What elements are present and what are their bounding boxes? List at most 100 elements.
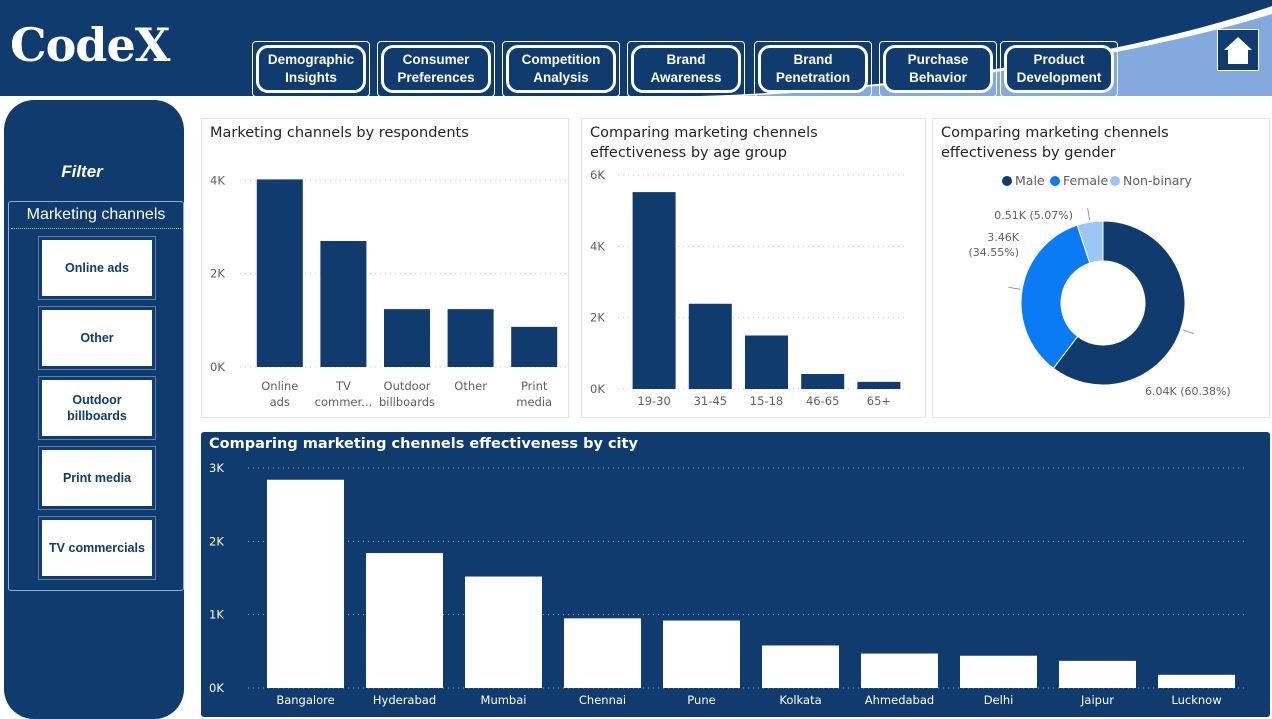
y-tick-label: 4K [210, 173, 225, 187]
nav-label: Brand Awareness [631, 45, 741, 93]
data-label: 0.51K (5.07%) [994, 209, 1073, 222]
nav-competition-analysis[interactable]: Competition Analysis [502, 41, 620, 96]
legend-marker [1002, 176, 1012, 186]
bar[interactable] [564, 618, 641, 688]
chart-title: Marketing channels by respondents [210, 123, 469, 143]
y-tick-label: 0K [209, 681, 224, 695]
bar[interactable] [762, 645, 839, 688]
x-tick-label: 65+ [867, 394, 891, 408]
x-tick-label: 31-45 [694, 394, 727, 408]
legend-label[interactable]: Female [1063, 173, 1109, 188]
slicer-item-label: Outdoor billboards [42, 380, 152, 436]
nav-consumer-preferences[interactable]: Consumer Preferences [377, 41, 495, 96]
slicer-item-label: Online ads [42, 240, 152, 296]
gender-donut-chart: Male Female Non-binary 6.04K (60.38%) 3.46K(… [933, 119, 1271, 419]
bar[interactable] [366, 553, 443, 688]
x-tick-label: 15-18 [750, 394, 783, 408]
chart-title: Comparing marketing chennels effectivene… [941, 123, 1169, 163]
slicer-item-tv-commercials[interactable]: TV commercials [38, 516, 156, 580]
nav-label: Product Development [1004, 45, 1114, 93]
slicer-item-outdoor-billboards[interactable]: Outdoor billboards [38, 376, 156, 440]
slicer-item-other[interactable]: Other [38, 306, 156, 370]
x-tick-label: Ahmedabad [865, 693, 934, 707]
header-bar: CodeX Demographic Insights Consumer Pref… [0, 0, 1272, 96]
x-tick-label: Delhi [984, 693, 1014, 707]
x-tick-label: Mumbai [481, 693, 527, 707]
nav-label: Demographic Insights [256, 45, 366, 93]
bar[interactable] [267, 480, 344, 688]
gender-chart-panel: Male Female Non-binary 6.04K (60.38%) 3.46K(… [932, 118, 1270, 418]
bar[interactable] [320, 241, 366, 367]
y-tick-label: 2K [590, 311, 605, 325]
city-chart-panel: 0K 1K 2K 3K Bangalore Hyderabad Mumbai Chennai P… [201, 432, 1270, 717]
age-chart-panel: 0K 2K 4K 6K 19-30 31-45 15-18 46-65 65+ Comparin… [581, 118, 926, 418]
nav-product-development[interactable]: Product Development [1000, 41, 1118, 96]
bar[interactable] [960, 656, 1037, 688]
legend-label[interactable]: Male [1015, 173, 1045, 188]
nav-brand-penetration[interactable]: Brand Penetration [754, 41, 872, 96]
nav-demographic-insights[interactable]: Demographic Insights [252, 41, 370, 96]
nav-brand-awareness[interactable]: Brand Awareness [627, 41, 745, 96]
bar[interactable] [745, 336, 788, 390]
slicer-item-label: Other [42, 310, 152, 366]
bar[interactable] [857, 382, 900, 389]
bar[interactable] [511, 327, 557, 367]
x-tick-label: Chennai [579, 693, 626, 707]
x-tick-label: Print media [516, 379, 552, 409]
x-tick-label: TV commer... [315, 379, 372, 409]
legend-label[interactable]: Non-binary [1123, 173, 1193, 188]
data-label: 3.46K (34.55%) [968, 231, 1019, 259]
bar[interactable] [465, 577, 542, 688]
x-tick-label: Pune [687, 693, 715, 707]
legend-marker [1050, 176, 1060, 186]
y-tick-label: 4K [590, 239, 605, 253]
bar[interactable] [257, 179, 303, 367]
x-tick-label: Online ads [261, 379, 298, 409]
nav-label: Competition Analysis [506, 45, 616, 93]
nav-purchase-behavior[interactable]: Purchase Behavior [879, 41, 997, 96]
marketing-channels-slicer: Marketing channels Online ads Other Outd… [8, 201, 184, 591]
city-bar-chart: 0K 1K 2K 3K Bangalore Hyderabad Mumbai Chennai P… [201, 432, 1270, 717]
bar[interactable] [663, 621, 740, 688]
y-tick-label: 3K [209, 461, 224, 475]
x-tick-label: Hyderabad [373, 693, 436, 707]
bar[interactable] [861, 654, 938, 688]
chart-title: Comparing marketing chennels effectivene… [209, 436, 638, 452]
home-button[interactable] [1218, 30, 1258, 70]
slicer-item-label: TV commercials [42, 520, 152, 576]
y-tick-label: 2K [210, 267, 225, 281]
x-tick-label: 19-30 [637, 394, 670, 408]
x-tick-label: Lucknow [1171, 693, 1221, 707]
slicer-item-online-ads[interactable]: Online ads [38, 236, 156, 300]
slicer-item-label: Print media [42, 450, 152, 506]
leader-line [1008, 287, 1020, 289]
y-tick-label: 6K [590, 168, 605, 182]
x-tick-label: Outdoor billboards [379, 379, 435, 409]
bar[interactable] [633, 192, 676, 389]
bar[interactable] [801, 374, 844, 389]
slicer-title: Marketing channels [9, 206, 183, 224]
y-tick-label: 1K [209, 608, 224, 622]
x-tick-label: Kolkata [779, 693, 821, 707]
nav-label: Brand Penetration [758, 45, 868, 93]
leader-line [1183, 330, 1194, 334]
slicer-divider [11, 228, 181, 229]
bar[interactable] [689, 304, 732, 389]
slicer-item-print-media[interactable]: Print media [38, 446, 156, 510]
leader-line [1088, 208, 1090, 220]
age-bar-chart: 0K 2K 4K 6K 19-30 31-45 15-18 46-65 65+ [582, 119, 927, 419]
respondents-chart-panel: 0K 2K 4K Online ads TV commer... Outdoor billboa… [201, 118, 569, 418]
chart-title: Comparing marketing chennels effectivene… [590, 123, 818, 163]
bar[interactable] [448, 309, 494, 367]
x-tick-label: Bangalore [276, 693, 334, 707]
bar[interactable] [384, 309, 430, 367]
nav-label: Consumer Preferences [381, 45, 491, 93]
x-tick-label: Jaipur [1080, 693, 1114, 707]
bar[interactable] [1158, 675, 1235, 688]
y-tick-label: 2K [209, 534, 224, 548]
data-label: 6.04K (60.38%) [1145, 385, 1231, 398]
bar[interactable] [1059, 661, 1136, 688]
y-tick-label: 0K [590, 382, 605, 396]
filter-sidebar: Filter Marketing channels Online ads Oth… [4, 100, 184, 719]
